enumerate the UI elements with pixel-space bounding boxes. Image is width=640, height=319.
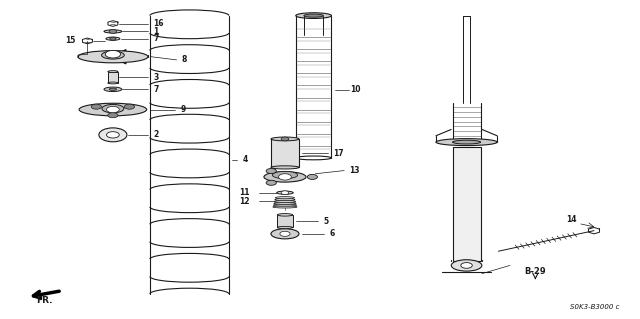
Text: 9: 9 — [180, 105, 186, 114]
Ellipse shape — [277, 214, 292, 216]
Ellipse shape — [275, 197, 294, 199]
Circle shape — [105, 50, 120, 58]
Text: 15: 15 — [65, 36, 76, 45]
Circle shape — [109, 30, 116, 33]
Text: 3: 3 — [153, 73, 158, 82]
Text: 1: 1 — [153, 27, 158, 36]
Circle shape — [280, 231, 290, 236]
Ellipse shape — [108, 82, 118, 84]
Circle shape — [92, 104, 102, 109]
Ellipse shape — [271, 137, 299, 141]
Ellipse shape — [273, 171, 298, 179]
Bar — [277, 215, 292, 227]
Ellipse shape — [109, 88, 116, 90]
Text: 7: 7 — [153, 34, 159, 43]
Ellipse shape — [296, 156, 332, 160]
Ellipse shape — [78, 51, 148, 63]
Text: 4: 4 — [243, 155, 248, 164]
Circle shape — [281, 191, 289, 195]
Ellipse shape — [273, 204, 296, 206]
Circle shape — [266, 180, 276, 185]
Ellipse shape — [104, 30, 122, 33]
Ellipse shape — [264, 172, 306, 182]
Bar — [452, 147, 481, 261]
Ellipse shape — [273, 206, 297, 208]
Bar — [271, 139, 299, 167]
Circle shape — [266, 168, 276, 174]
Circle shape — [106, 106, 119, 113]
Circle shape — [281, 137, 289, 141]
Text: S0K3-B3000 c: S0K3-B3000 c — [570, 304, 620, 310]
Ellipse shape — [451, 260, 482, 271]
Text: 13: 13 — [349, 166, 360, 175]
Ellipse shape — [271, 229, 299, 239]
Text: 5: 5 — [323, 217, 328, 226]
Ellipse shape — [271, 166, 299, 169]
Text: 16: 16 — [153, 19, 164, 28]
Ellipse shape — [274, 202, 296, 204]
Ellipse shape — [106, 37, 120, 40]
Ellipse shape — [436, 139, 497, 145]
Circle shape — [307, 174, 317, 179]
Circle shape — [124, 104, 134, 109]
Text: 10: 10 — [351, 85, 361, 94]
Text: 6: 6 — [330, 229, 335, 238]
Text: FR.: FR. — [36, 296, 53, 305]
Text: 7: 7 — [153, 85, 159, 94]
Circle shape — [461, 263, 472, 268]
Ellipse shape — [276, 191, 293, 194]
Text: B-29: B-29 — [525, 267, 546, 276]
Circle shape — [278, 174, 291, 180]
Ellipse shape — [275, 200, 296, 203]
Ellipse shape — [108, 70, 118, 72]
Circle shape — [109, 37, 116, 40]
Text: 11: 11 — [239, 188, 250, 197]
Text: 14: 14 — [566, 215, 577, 224]
Text: 2: 2 — [153, 130, 158, 139]
Ellipse shape — [277, 226, 292, 229]
Circle shape — [108, 113, 118, 118]
Text: 17: 17 — [333, 149, 344, 158]
Text: 12: 12 — [239, 197, 250, 206]
Text: 8: 8 — [182, 56, 187, 64]
Ellipse shape — [104, 87, 122, 92]
Ellipse shape — [296, 13, 332, 19]
Bar — [108, 71, 118, 83]
Ellipse shape — [102, 104, 124, 113]
Ellipse shape — [275, 198, 295, 201]
Circle shape — [99, 128, 127, 142]
Ellipse shape — [79, 103, 147, 116]
Ellipse shape — [452, 140, 481, 144]
Circle shape — [106, 132, 119, 138]
Ellipse shape — [304, 14, 323, 17]
Ellipse shape — [102, 51, 124, 59]
